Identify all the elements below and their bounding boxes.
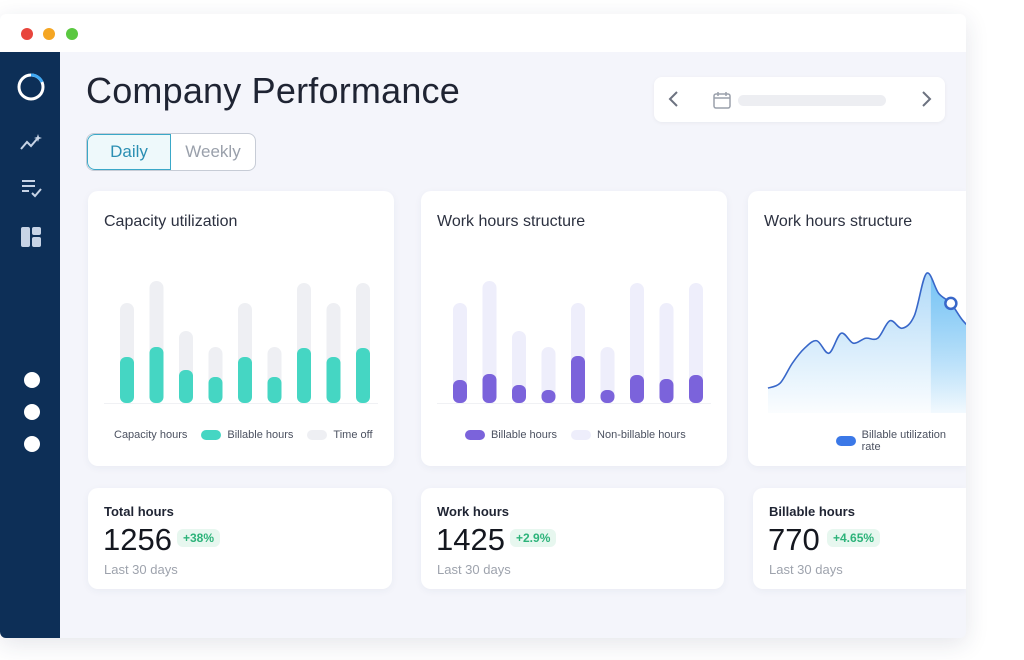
legend-non-billable-hours: Non-billable hours: [597, 429, 686, 441]
capacity-fg-bar[interactable]: [326, 357, 341, 403]
work-hours-structure-card: Work hours structure Billable hours Non-…: [421, 191, 727, 466]
capacity-fg-bar[interactable]: [208, 377, 223, 403]
legend-time-off: Time off: [333, 429, 373, 441]
utilization-area-chart: [767, 272, 966, 413]
work-hours-bg-bar[interactable]: [630, 283, 644, 403]
stat-label: Billable hours: [769, 504, 855, 519]
work-hours-fg-bar[interactable]: [512, 385, 526, 403]
capacity-utilization-card: Capacity utilization Capacity hours Bill…: [88, 191, 394, 466]
date-picker: [654, 77, 945, 122]
stat-period: Last 30 days: [104, 562, 178, 577]
capacity-legend: Capacity hours Billable hours Time off: [114, 429, 373, 441]
legend-capacity-hours: Capacity hours: [114, 429, 188, 441]
utilization-line: [767, 272, 966, 389]
capacity-fg-bar[interactable]: [267, 377, 282, 403]
capacity-fg-bar[interactable]: [238, 357, 252, 403]
capacity-bar-chart: [104, 281, 378, 404]
capacity-fg-bar[interactable]: [149, 347, 164, 403]
work-hours-fg-bar[interactable]: [600, 390, 615, 403]
work-hours-bg-bar[interactable]: [600, 347, 615, 403]
card-title: Capacity utilization: [104, 213, 238, 230]
stat-card-billable-hours: Billable hours 770 +4.65% Last 30 days: [753, 488, 966, 589]
work-hours-fg-bar[interactable]: [630, 375, 644, 403]
work-hours-bg-bar[interactable]: [659, 303, 674, 403]
page-title: Company Performance: [86, 70, 460, 111]
logo-ring-icon[interactable]: [16, 72, 46, 102]
work-hours-bar-chart: [437, 281, 711, 404]
stat-label: Work hours: [437, 504, 509, 519]
work-hours-fg-bar[interactable]: [541, 390, 556, 403]
selected-point[interactable]: [944, 296, 958, 311]
work-hours-bg-bar[interactable]: [541, 347, 556, 403]
close-window-button[interactable]: [21, 28, 33, 40]
calendar-icon[interactable]: [712, 90, 732, 115]
stat-value: 1256: [103, 522, 172, 557]
stat-change-badge: +4.65%: [827, 529, 881, 547]
utilization-card: Work hours structure Billable utilizatio…: [748, 191, 966, 466]
work-hours-fg-bar[interactable]: [659, 379, 674, 403]
stat-card-total-hours: Total hours 1256 +38% Last 30 days: [88, 488, 392, 589]
utilization-legend: Billable utilization rate: [836, 429, 966, 453]
utilization-area: [768, 273, 966, 413]
minimize-window-button[interactable]: [43, 28, 55, 40]
stat-period: Last 30 days: [437, 562, 511, 577]
sidebar: [0, 52, 60, 638]
sidebar-dot-2[interactable]: [24, 404, 40, 420]
legend-swatch-utilization: [836, 436, 856, 446]
legend-swatch-timeoff: [307, 430, 328, 440]
capacity-fg-bar[interactable]: [297, 348, 311, 403]
work-hours-bg-bar[interactable]: [512, 331, 526, 403]
stat-value: 770: [768, 522, 820, 557]
stat-change-badge: +38%: [177, 529, 221, 547]
legend-billable-hours: Billable hours: [227, 429, 294, 441]
work-hours-bg-bar[interactable]: [689, 283, 703, 403]
stat-change-badge: +2.9%: [510, 529, 557, 547]
legend-swatch-billable: [201, 430, 222, 440]
date-range-placeholder[interactable]: [738, 95, 886, 106]
tab-daily[interactable]: Daily: [87, 134, 171, 170]
period-toggle: Daily Weekly: [86, 133, 256, 171]
card-title: Work hours structure: [437, 213, 586, 230]
sidebar-dot-3[interactable]: [24, 436, 40, 452]
capacity-fg-bar[interactable]: [179, 370, 193, 403]
work-hours-fg-bar[interactable]: [482, 374, 497, 403]
checklist-icon[interactable]: [16, 173, 46, 203]
work-hours-fg-bar[interactable]: [689, 375, 703, 403]
analytics-icon[interactable]: [16, 128, 46, 158]
capacity-fg-bar[interactable]: [356, 348, 370, 403]
legend-swatch-nonbillable: [571, 430, 592, 440]
legend-swatch-billable: [465, 430, 485, 440]
card-title: Work hours structure: [764, 213, 913, 230]
work-hours-bg-bar[interactable]: [453, 303, 467, 403]
legend-billable-hours: Billable hours: [491, 429, 558, 441]
chevron-right-icon[interactable]: [918, 89, 934, 114]
capacity-fg-bar[interactable]: [120, 357, 134, 403]
stat-label: Total hours: [104, 504, 174, 519]
app-window: Company Performance Daily Weekly Capacit…: [0, 14, 966, 638]
sidebar-dot-1[interactable]: [24, 372, 40, 388]
stat-value: 1425: [436, 522, 505, 557]
dashboard-icon[interactable]: [16, 222, 46, 252]
title-bar: [0, 14, 966, 52]
work-hours-bg-bar[interactable]: [482, 281, 497, 403]
work-hours-fg-bar[interactable]: [453, 380, 467, 403]
work-hours-fg-bar[interactable]: [571, 356, 585, 403]
legend-billable-utilization-rate: Billable utilization rate: [861, 429, 947, 453]
maximize-window-button[interactable]: [66, 28, 78, 40]
stat-period: Last 30 days: [769, 562, 843, 577]
tab-weekly[interactable]: Weekly: [185, 142, 241, 161]
chevron-left-icon[interactable]: [666, 89, 682, 114]
work-hours-legend: Billable hours Non-billable hours: [465, 429, 686, 441]
stat-card-work-hours: Work hours 1425 +2.9% Last 30 days: [421, 488, 724, 589]
